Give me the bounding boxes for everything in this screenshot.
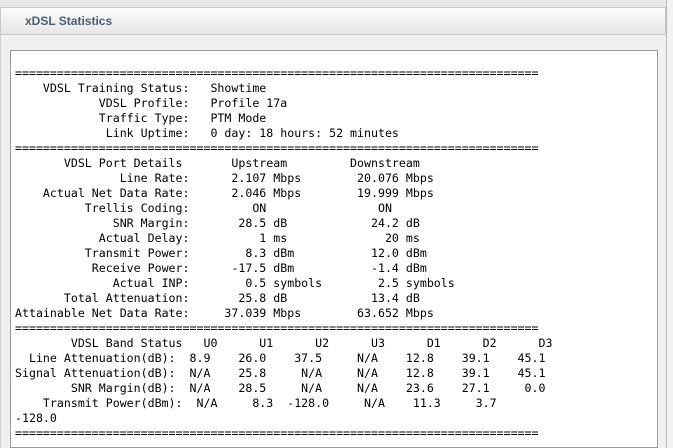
window-top-strip [0,0,673,7]
panel-header: xDSL Statistics [0,7,666,35]
xdsl-stats-box: ========================================… [10,50,658,448]
panel-title: xDSL Statistics [25,14,113,28]
xdsl-stats-text: ========================================… [15,66,553,440]
window-right-edge [666,0,673,448]
